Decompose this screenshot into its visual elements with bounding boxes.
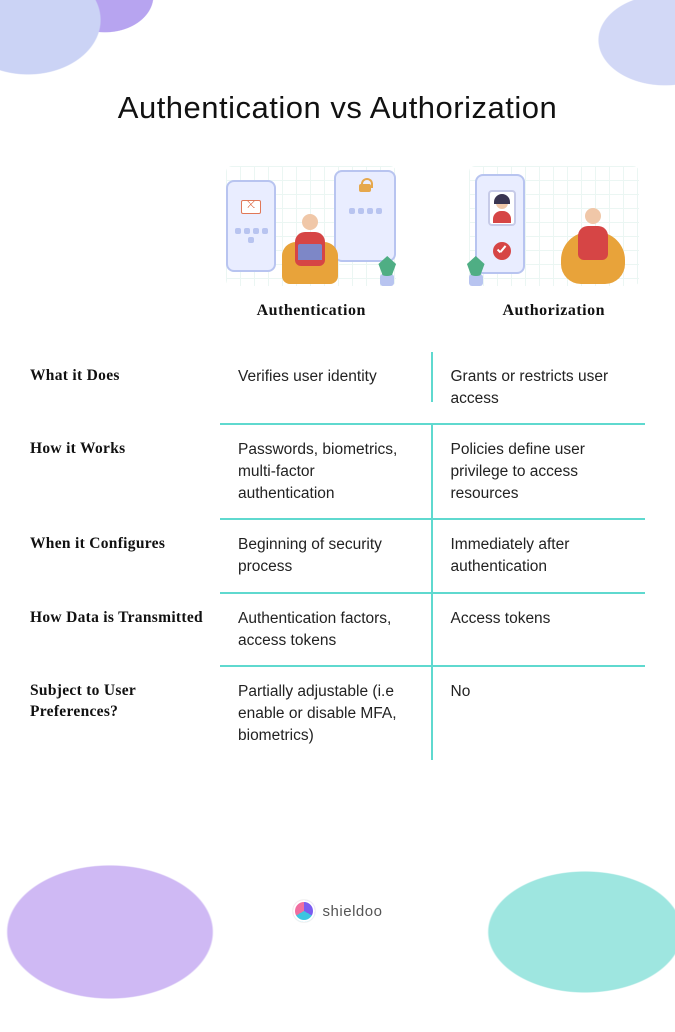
authentication-cell: Partially adjustable (i.e enable or disa… (220, 667, 433, 760)
page-title: Authentication vs Authorization (30, 90, 645, 126)
shieldoo-logo-icon (293, 900, 315, 922)
table-row: What it Does Verifies user identity Gran… (30, 352, 645, 425)
authentication-column-header: Authentication (220, 166, 403, 320)
footer: shieldoo (0, 900, 675, 922)
page-content: Authentication vs Authorization (0, 0, 675, 760)
authentication-illustration (226, 166, 396, 286)
decorative-blob-bottom-right (435, 842, 675, 1022)
authentication-cell: Beginning of security process (220, 520, 433, 591)
row-label: What it Does (30, 352, 220, 401)
authentication-cell: Passwords, biometrics, multi-factor auth… (220, 425, 433, 518)
table-row: How it Works Passwords, biometrics, mult… (30, 425, 645, 520)
authorization-cell: Access tokens (433, 594, 646, 644)
row-label: When it Configures (30, 520, 220, 569)
row-label: Subject to User Preferences? (30, 667, 220, 737)
authentication-cell: Authentication factors, access tokens (220, 594, 433, 665)
authentication-cell: Verifies user identity (220, 352, 433, 402)
decorative-blob-bottom-left (0, 832, 260, 1032)
row-label: How it Works (30, 425, 220, 474)
authorization-cell: No (433, 667, 646, 717)
authorization-cell: Immediately after authentication (433, 520, 646, 591)
table-row: Subject to User Preferences? Partially a… (30, 667, 645, 760)
table-row: When it Configures Beginning of security… (30, 520, 645, 593)
footer-brand: shieldoo (323, 903, 383, 920)
authorization-cell: Policies define user privilege to access… (433, 425, 646, 518)
table-row: How Data is Transmitted Authentication f… (30, 594, 645, 667)
authorization-cell: Grants or restricts user access (433, 352, 646, 423)
row-label: How Data is Transmitted (30, 594, 220, 643)
authentication-label: Authentication (257, 302, 366, 320)
illustration-row: Authentication Authorization (30, 166, 645, 320)
authorization-column-header: Authorization (463, 166, 646, 320)
authorization-illustration (469, 166, 639, 286)
comparison-table: What it Does Verifies user identity Gran… (30, 352, 645, 760)
authorization-label: Authorization (503, 302, 606, 320)
